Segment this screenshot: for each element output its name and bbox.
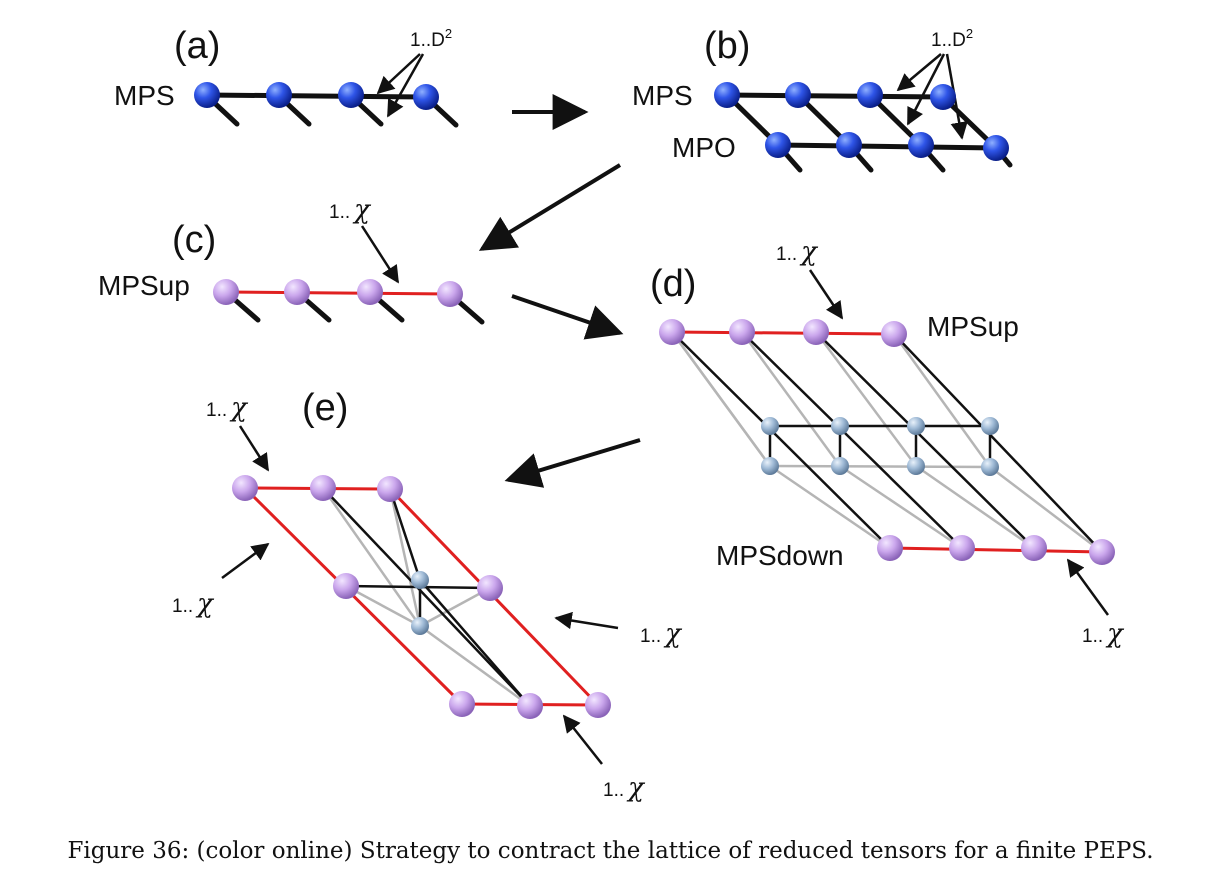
mpsdown-node xyxy=(877,535,903,561)
mpsup-nodes xyxy=(213,279,463,307)
panel-d: (d) MPSup MPSdown 1.. χ 1.. χ xyxy=(650,237,1125,649)
chi-index-arrow xyxy=(360,225,400,284)
figure-caption: Figure 36: (color online) Strategy to co… xyxy=(67,838,1154,864)
faint-back-bonds xyxy=(670,331,1103,553)
mpo-nodes xyxy=(765,132,1009,161)
panel-b-label: (b) xyxy=(704,25,750,67)
panel-a: (a) MPS 1..D2 xyxy=(114,25,459,128)
mpsup-node xyxy=(803,319,829,345)
chi-index-label: 1.. χ xyxy=(603,773,646,803)
tensor-node xyxy=(981,458,999,476)
boundary-node xyxy=(585,692,611,718)
tensor-node xyxy=(907,417,925,435)
chi-bonds xyxy=(243,486,600,707)
mpsup-label: MPSup xyxy=(98,270,190,301)
tensor-node xyxy=(981,417,999,435)
mps-label: MPS xyxy=(632,80,693,111)
reduced-tensor-nodes xyxy=(761,417,999,476)
arrow-b-to-c xyxy=(478,163,622,251)
mpsdown-label: MPSdown xyxy=(716,540,844,571)
panel-c-label: (c) xyxy=(172,219,216,261)
mps-label: MPS xyxy=(114,80,175,111)
mps-mpo-bonds xyxy=(726,92,997,151)
chi-index-label: 1.. χ xyxy=(329,195,372,225)
boundary-nodes xyxy=(232,475,611,719)
mps-node xyxy=(785,82,811,108)
panel-c: (c) MPSup 1.. χ xyxy=(98,195,485,325)
panel-e-label: (e) xyxy=(302,387,348,429)
mps-virtual-bonds xyxy=(206,92,427,100)
boundary-node xyxy=(333,573,359,599)
mpo-node xyxy=(983,135,1009,161)
mpo-node xyxy=(908,132,934,158)
tensor-node xyxy=(831,457,849,475)
arrow-c-to-d xyxy=(511,294,624,340)
mps-node xyxy=(857,82,883,108)
mpsup-node xyxy=(357,279,383,305)
mpsdown-nodes xyxy=(877,535,1115,565)
mpo-node xyxy=(836,132,862,158)
mpsup-node xyxy=(729,319,755,345)
mpsup-chi-bonds xyxy=(225,290,451,296)
bond-dimension-label: 1..D2 xyxy=(410,26,452,51)
chi-index-label: 1.. χ xyxy=(776,237,819,267)
chi-bonds xyxy=(671,330,1103,554)
boundary-node xyxy=(377,476,403,502)
tensor-node xyxy=(761,457,779,475)
chi-index-label: 1.. χ xyxy=(206,393,249,423)
panel-d-label: (d) xyxy=(650,263,696,305)
mps-node xyxy=(194,82,220,108)
mpsup-node xyxy=(881,321,907,347)
boundary-node xyxy=(477,575,503,601)
chi-index-arrows xyxy=(221,425,619,765)
chi-index-label: 1.. χ xyxy=(640,619,683,649)
mpsup-node xyxy=(659,319,685,345)
mps-node xyxy=(413,84,439,110)
mps-nodes xyxy=(714,82,956,110)
mpo-node xyxy=(765,132,791,158)
mpsup-node xyxy=(284,279,310,305)
faint-back-bonds xyxy=(321,487,531,708)
mps-node xyxy=(266,82,292,108)
mps-index-arrows xyxy=(376,53,425,118)
bond-dimension-label: 1..D2 xyxy=(931,26,973,51)
mpsup-label: MPSup xyxy=(927,311,1019,342)
lattice-bonds xyxy=(671,331,1103,553)
mpo-label: MPO xyxy=(672,132,736,163)
panel-e: (e) 1.. χ 1.. χ 1.. χ 1.. χ xyxy=(172,387,683,803)
chi-index-label: 1.. χ xyxy=(172,589,215,619)
tensor-node xyxy=(831,417,849,435)
panel-b: (b) MPS MPO 1..D2 xyxy=(632,25,1013,173)
mps-node xyxy=(714,82,740,108)
tensor-node xyxy=(761,417,779,435)
reduced-tensor-nodes xyxy=(411,571,429,635)
arrow-d-to-e xyxy=(504,438,641,488)
lattice-bonds xyxy=(322,487,531,707)
boundary-node xyxy=(449,691,475,717)
mpsup-node xyxy=(437,281,463,307)
tensor-node xyxy=(411,571,429,589)
boundary-node xyxy=(310,475,336,501)
mps-nodes xyxy=(194,82,439,110)
chi-index-arrows xyxy=(808,269,1110,616)
boundary-node xyxy=(517,693,543,719)
panel-a-label: (a) xyxy=(174,25,220,67)
mpsdown-node xyxy=(949,535,975,561)
peps-contraction-diagram: (a) MPS 1..D2 (b) MPS MPO 1..D2 xyxy=(98,25,1125,803)
tensor-node xyxy=(907,457,925,475)
boundary-node xyxy=(232,475,258,501)
mps-node xyxy=(930,84,956,110)
mpsup-node xyxy=(213,279,239,305)
mpsup-nodes xyxy=(659,319,907,347)
mpsdown-node xyxy=(1021,535,1047,561)
mps-node xyxy=(338,82,364,108)
chi-index-label: 1.. χ xyxy=(1082,619,1125,649)
mpsdown-node xyxy=(1089,539,1115,565)
tensor-node xyxy=(411,617,429,635)
